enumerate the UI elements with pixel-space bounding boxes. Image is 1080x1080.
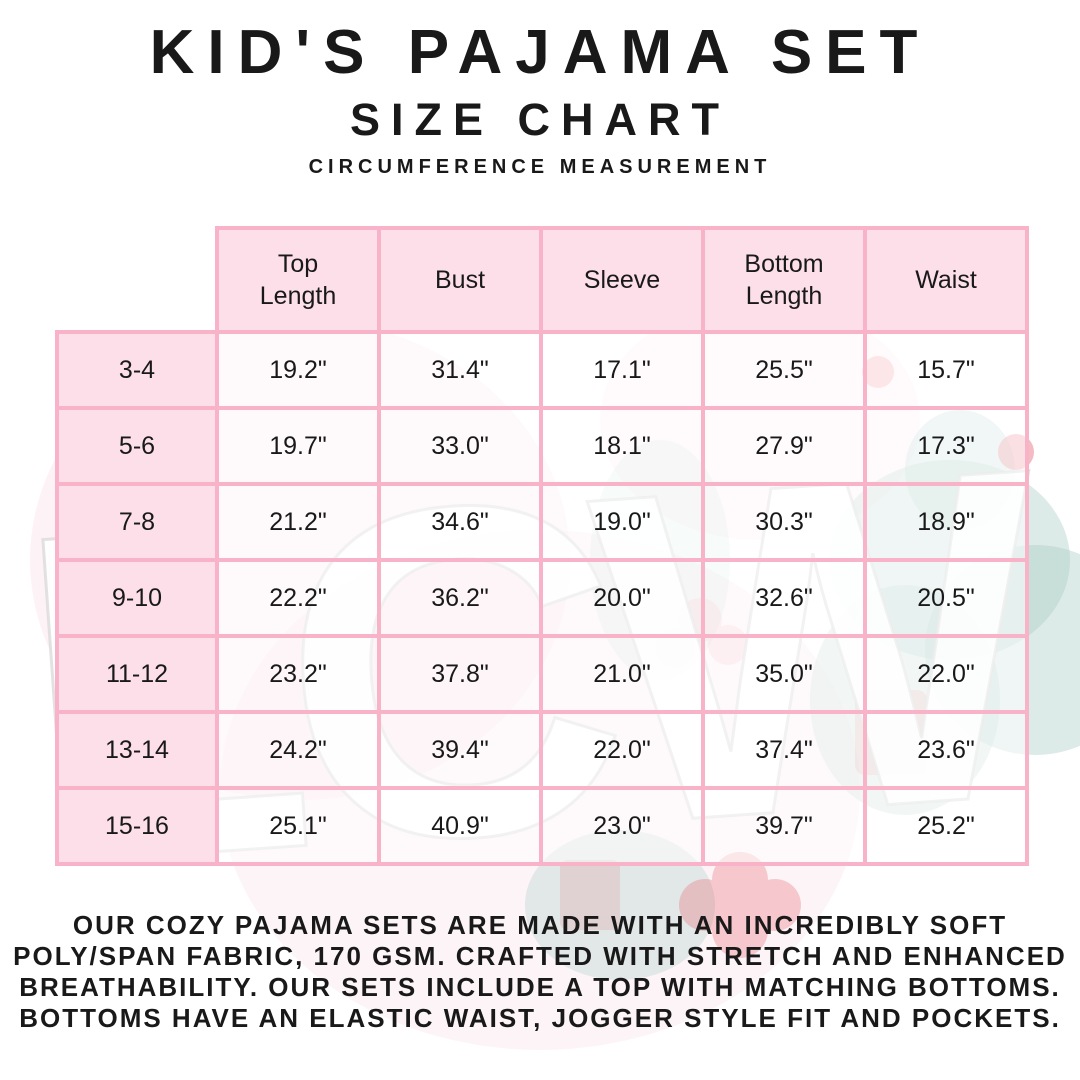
- size-chart-table: Top Length Bust Sleeve Bottom Length Waist 3…: [55, 226, 1029, 866]
- measurement-cell: 25.2": [863, 786, 1029, 866]
- measurement-cell: 17.3": [863, 406, 1029, 486]
- measurement-cell: 21.2": [215, 482, 381, 562]
- measurement-cell: 33.0": [377, 406, 543, 486]
- table-row: 9-10 22.2" 36.2" 20.0" 32.6" 20.5": [55, 558, 1029, 638]
- description-line: OUR COZY PAJAMA SETS ARE MADE WITH AN IN…: [72, 910, 1008, 940]
- size-label-cell: 9-10: [55, 558, 219, 638]
- column-header: Sleeve: [539, 226, 705, 334]
- measurement-cell: 24.2": [215, 710, 381, 790]
- measurement-cell: 37.4": [701, 710, 867, 790]
- size-label-cell: 5-6: [55, 406, 219, 486]
- measurement-cell: 15.7": [863, 330, 1029, 410]
- measurement-cell: 20.5": [863, 558, 1029, 638]
- measurement-cell: 22.0": [539, 710, 705, 790]
- measurement-cell: 22.0": [863, 634, 1029, 714]
- measurement-cell: 31.4": [377, 330, 543, 410]
- size-chart-header: Top Length Bust Sleeve Bottom Length Waist: [57, 226, 1029, 334]
- measurement-cell: 25.1": [215, 786, 381, 866]
- header: KID'S PAJAMA SET SIZE CHART CIRCUMFERENC…: [0, 0, 1080, 179]
- measurement-cell: 17.1": [539, 330, 705, 410]
- measurement-cell: 18.9": [863, 482, 1029, 562]
- table-row: 3-4 19.2" 31.4" 17.1" 25.5" 15.7": [55, 330, 1029, 410]
- measurement-cell: 39.7": [701, 786, 867, 866]
- size-label-cell: 7-8: [55, 482, 219, 562]
- measurement-cell: 22.2": [215, 558, 381, 638]
- measurement-cell: 19.2": [215, 330, 381, 410]
- table-row: 5-6 19.7" 33.0" 18.1" 27.9" 17.3": [55, 406, 1029, 486]
- size-label-cell: 3-4: [55, 330, 219, 410]
- measurement-cell: 30.3": [701, 482, 867, 562]
- size-label-cell: 13-14: [55, 710, 219, 790]
- description-line: BREATHABILITY. OUR SETS INCLUDE A TOP WI…: [19, 972, 1061, 1002]
- table-row: 7-8 21.2" 34.6" 19.0" 30.3" 18.9": [55, 482, 1029, 562]
- description-line: POLY/SPAN FABRIC, 170 GSM. CRAFTED WITH …: [13, 941, 1067, 971]
- size-chart-body: 3-4 19.2" 31.4" 17.1" 25.5" 15.7" 5-6 19.7" 33.0…: [55, 330, 1029, 866]
- corner-cell: [57, 228, 217, 332]
- table-row: 15-16 25.1" 40.9" 23.0" 39.7" 25.2": [55, 786, 1029, 866]
- measurement-cell: 27.9": [701, 406, 867, 486]
- measurement-cell: 32.6": [701, 558, 867, 638]
- table-row: 13-14 24.2" 39.4" 22.0" 37.4" 23.6": [55, 710, 1029, 790]
- measurement-cell: 19.0": [539, 482, 705, 562]
- product-description: OUR COZY PAJAMA SETS ARE MADE WITH AN IN…: [0, 910, 1080, 1034]
- column-header: Bottom Length: [701, 226, 867, 334]
- measurement-cell: 40.9": [377, 786, 543, 866]
- measurement-cell: 37.8": [377, 634, 543, 714]
- measurement-cell: 23.6": [863, 710, 1029, 790]
- measurement-note: CIRCUMFERENCE MEASUREMENT: [308, 156, 772, 179]
- column-header: Bust: [377, 226, 543, 334]
- measurement-cell: 19.7": [215, 406, 381, 486]
- measurement-cell: 20.0": [539, 558, 705, 638]
- measurement-cell: 34.6": [377, 482, 543, 562]
- measurement-cell: 36.2": [377, 558, 543, 638]
- size-label-cell: 11-12: [55, 634, 219, 714]
- measurement-cell: 23.0": [539, 786, 705, 866]
- measurement-cell: 18.1": [539, 406, 705, 486]
- measurement-cell: 21.0": [539, 634, 705, 714]
- column-header: Top Length: [215, 226, 381, 334]
- measurement-cell: 39.4": [377, 710, 543, 790]
- measurement-cell: 23.2": [215, 634, 381, 714]
- page-title: KID'S PAJAMA SET: [149, 18, 931, 87]
- measurement-cell: 35.0": [701, 634, 867, 714]
- page-subtitle: SIZE CHART: [350, 94, 730, 146]
- table-row: 11-12 23.2" 37.8" 21.0" 35.0" 22.0": [55, 634, 1029, 714]
- column-header: Waist: [863, 226, 1029, 334]
- description-line: BOTTOMS HAVE AN ELASTIC WAIST, JOGGER ST…: [19, 1003, 1061, 1033]
- size-label-cell: 15-16: [55, 786, 219, 866]
- measurement-cell: 25.5": [701, 330, 867, 410]
